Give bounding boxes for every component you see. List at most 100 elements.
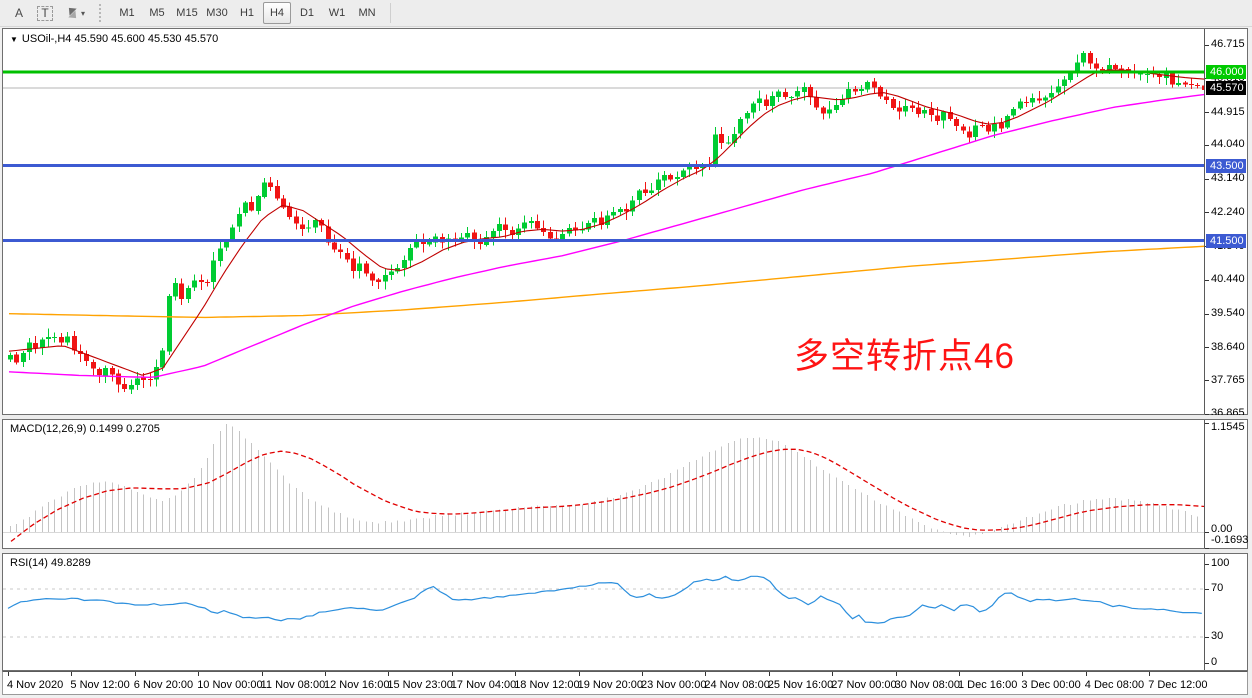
toolbar-drag-handle[interactable]	[99, 4, 105, 22]
timeframe-button-w1[interactable]: W1	[328, 7, 346, 19]
price-axis[interactable]: 46.71545.81544.91544.04043.14042.24041.3…	[1204, 29, 1247, 419]
timeframe-button-h1[interactable]: H1	[239, 7, 255, 19]
arrows-tool-button[interactable]: ▾	[59, 2, 91, 25]
rsi-tick-mark	[1205, 637, 1209, 638]
rsi-plot[interactable]: RSI(14) 49.8289	[3, 554, 1205, 670]
price-level-badge: 41.500	[1206, 233, 1246, 248]
rsi-tick-label: 0	[1211, 656, 1218, 668]
time-tick-mark	[1085, 672, 1087, 676]
time-tick-label: 4 Nov 2020	[7, 679, 64, 691]
rsi-tick-mark	[1205, 589, 1209, 590]
time-tick-mark	[578, 672, 580, 676]
price-tick-mark	[1205, 178, 1209, 180]
time-tick-mark	[705, 672, 707, 676]
time-tick-label: 12 Nov 16:00	[324, 679, 390, 691]
time-tick-mark	[832, 672, 834, 676]
time-tick-mark	[768, 672, 770, 676]
time-tick-mark	[642, 672, 643, 676]
timeframe-button-m5[interactable]: M5	[149, 7, 165, 19]
time-tick-mark	[1149, 672, 1151, 676]
panel-splitter[interactable]	[2, 415, 1248, 419]
time-tick-label: 11 Nov 08:00	[260, 679, 326, 691]
price-tick-label: 39.540	[1211, 307, 1245, 320]
candlestick-chart[interactable]	[3, 29, 1205, 414]
time-tick-label: 3 Dec 00:00	[1021, 679, 1081, 691]
time-tick-mark	[325, 672, 326, 676]
chevron-down-icon: ▾	[80, 8, 85, 18]
rsi-label: RSI(14) 49.8289	[10, 557, 91, 569]
rsi-chart[interactable]	[3, 554, 1205, 670]
macd-chart[interactable]	[3, 420, 1205, 548]
price-tick-label: 46.715	[1211, 38, 1245, 50]
text-tool-button[interactable]: T	[33, 2, 57, 25]
time-tick-label: 25 Nov 16:00	[767, 679, 834, 691]
time-tick-mark	[895, 672, 897, 676]
chart-title-text: USOil-,H4 45.590 45.600 45.530 45.570	[21, 33, 219, 45]
time-tick-label: 30 Nov 08:00	[894, 679, 961, 691]
price-tick-mark	[1205, 44, 1209, 46]
rsi-axis[interactable]: 100 70 30 0	[1204, 554, 1247, 670]
macd-tick-mark	[1205, 532, 1209, 533]
price-tick-mark	[1205, 112, 1209, 113]
price-chart-plot[interactable]: ▼ USOil-,H4 45.590 45.600 45.530 45.570 多…	[3, 29, 1205, 414]
time-tick-label: 1 Dec 16:00	[958, 679, 1018, 691]
price-tick-label: 44.915	[1211, 105, 1245, 118]
price-level-badge: 46.000	[1206, 64, 1246, 79]
price-tick-label: 42.240	[1211, 205, 1245, 218]
price-tick-label: 43.140	[1211, 172, 1245, 185]
timeframe-button-h4[interactable]: H4	[263, 2, 291, 24]
macd-tick-label: 1.1545	[1211, 421, 1245, 433]
time-tick-label: 15 Nov 23:00	[387, 679, 453, 691]
time-tick-label: 7 Dec 12:00	[1148, 679, 1208, 691]
price-tick-label: 44.040	[1211, 138, 1245, 151]
price-tick-mark	[1205, 380, 1209, 382]
text-tool-icon: T	[37, 5, 53, 21]
toolbar-separator	[390, 3, 391, 23]
timeframe-button-m15[interactable]: M15	[176, 7, 198, 19]
time-tick-label: 18 Nov 12:00	[514, 679, 580, 691]
macd-tick-mark	[1205, 547, 1209, 549]
rsi-tick-label: 100	[1211, 557, 1230, 569]
macd-panel: MACD(12,26,9) 0.1499 0.2705 1.1545 0.00 -0…	[2, 419, 1248, 549]
timeframe-button-d1[interactable]: D1	[299, 7, 315, 19]
timeframe-button-m1[interactable]: M1	[119, 7, 135, 19]
text-label-tool-button[interactable]: A	[7, 2, 31, 25]
time-tick-label: 10 Nov 00:00	[197, 679, 263, 691]
rsi-tick-label: 30	[1211, 630, 1224, 642]
price-tick-mark	[1205, 212, 1209, 214]
price-tick-label: 40.440	[1211, 273, 1245, 286]
time-tick-label: 24 Nov 08:00	[704, 679, 770, 691]
time-tick-mark	[1022, 672, 1024, 676]
price-level-badge: 43.500	[1206, 158, 1246, 173]
time-tick-label: 17 Nov 04:00	[450, 679, 517, 691]
time-tick-mark	[451, 672, 453, 676]
price-tick-label: 37.765	[1211, 373, 1245, 386]
macd-plot[interactable]: MACD(12,26,9) 0.1499 0.2705	[3, 420, 1205, 548]
timeframe-button-mn[interactable]: MN	[358, 7, 376, 19]
time-tick-mark	[8, 672, 9, 676]
chart-text-annotation[interactable]: 多空转折点46	[794, 337, 1015, 376]
text-label-tool-icon: A	[14, 6, 23, 20]
time-tick-mark	[261, 672, 263, 676]
price-tick-mark	[1205, 413, 1209, 415]
chart-dropdown-icon: ▼	[10, 35, 18, 44]
time-tick-mark	[959, 672, 960, 676]
price-level-badge: 45.570	[1206, 80, 1246, 95]
chart-title: ▼ USOil-,H4 45.590 45.600 45.530 45.570	[10, 33, 218, 45]
time-tick-mark	[134, 672, 136, 676]
macd-tick-label: 0.00	[1211, 523, 1233, 535]
time-tick-label: 19 Nov 20:00	[577, 679, 644, 691]
panel-splitter[interactable]	[2, 549, 1248, 553]
price-tick-mark	[1205, 279, 1209, 281]
time-tick-label: 5 Nov 12:00	[70, 679, 130, 691]
time-axis[interactable]: 4 Nov 2020 5 Nov 12:00 6 Nov 20:00 10 Nov 0…	[2, 671, 1248, 695]
macd-tick-label: -0.1693	[1211, 534, 1249, 546]
price-chart-panel: ▼ USOil-,H4 45.590 45.600 45.530 45.570 多…	[2, 28, 1248, 419]
time-tick-label: 23 Nov 00:00	[641, 679, 707, 691]
time-tick-label: 6 Nov 20:00	[133, 679, 194, 691]
time-tick-mark	[388, 672, 390, 676]
rsi-panel: RSI(14) 49.8289 100 70 30 0	[2, 553, 1248, 671]
macd-axis[interactable]: 1.1545 0.00 -0.1693	[1204, 420, 1249, 549]
timeframe-button-m30[interactable]: M30	[206, 7, 228, 19]
